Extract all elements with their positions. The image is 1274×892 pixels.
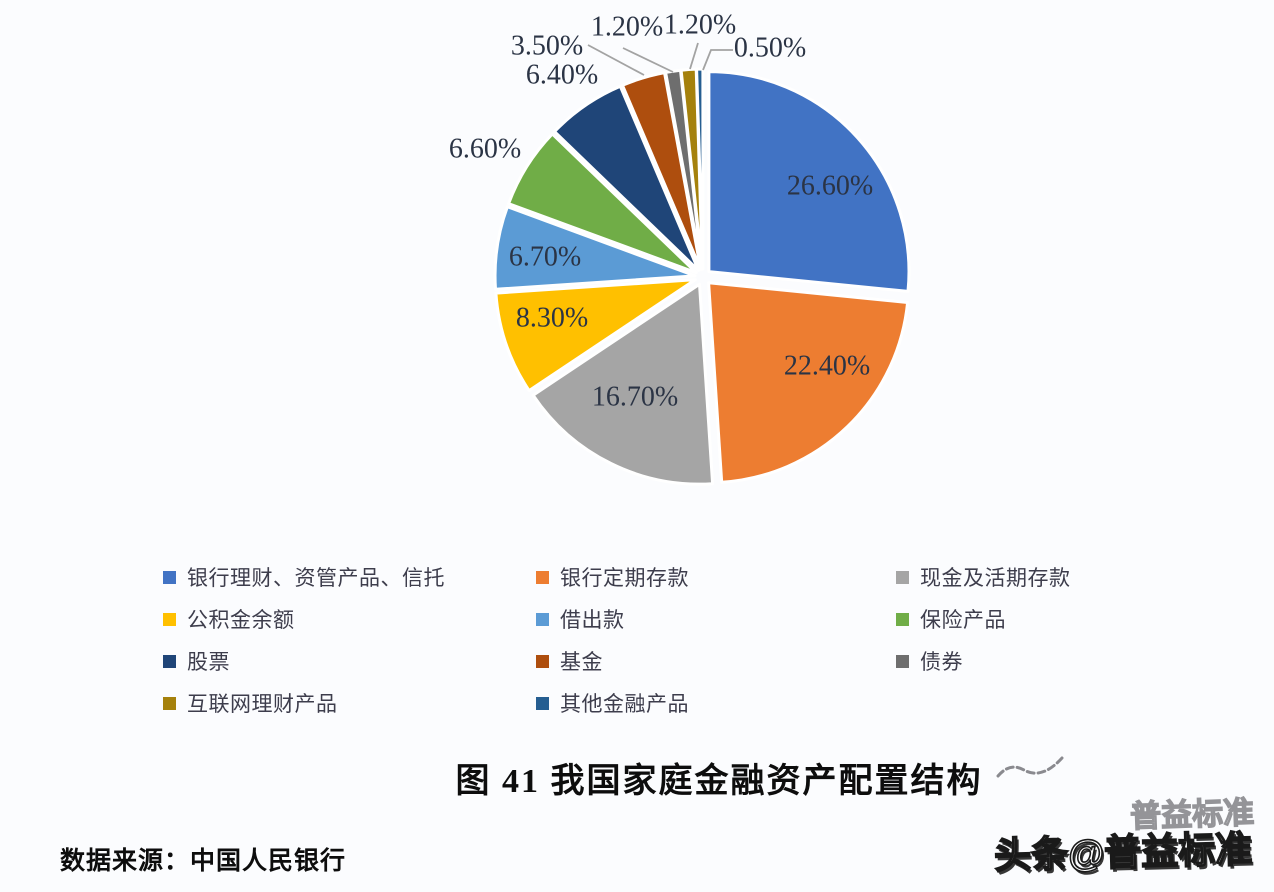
- legend-label: 其他金融产品: [560, 693, 689, 716]
- legend-label: 债券: [920, 651, 963, 674]
- pie-slice-1: [707, 281, 910, 484]
- figure-title: 图 41 我国家庭金融资产配置结构: [455, 763, 983, 800]
- legend-label: 银行理财、资管产品、信托: [187, 567, 445, 590]
- pie-slice-5: [507, 132, 698, 275]
- leader-line-9: [689, 42, 699, 70]
- percent-label-10: 0.50%: [734, 32, 806, 63]
- legend-label: 银行定期存款: [560, 567, 689, 590]
- legend-swatch-icon: [896, 655, 909, 668]
- legend-item-5: 保险产品: [896, 598, 1213, 640]
- legend-swatch-icon: [163, 613, 176, 626]
- legend-label: 互联网理财产品: [187, 693, 338, 716]
- pie-chart: 26.60% 22.40% 16.70% 8.30% 6.70% 6.60% 6.40%3.…: [449, 9, 911, 486]
- legend-swatch-icon: [536, 697, 549, 710]
- pie-slice-0: [707, 70, 911, 293]
- legend-swatch-icon: [163, 655, 176, 668]
- leader-line-10: [702, 49, 733, 71]
- legend-swatch-icon: [536, 571, 549, 584]
- leader-line-8: [622, 47, 674, 73]
- percent-label-9: 1.20%: [664, 9, 736, 40]
- legend-swatch-icon: [163, 697, 176, 710]
- percent-label-2: 16.70%: [592, 381, 678, 412]
- legend-label: 基金: [560, 651, 603, 674]
- pie-slice-2: [531, 282, 715, 486]
- watermark-main-text: 头条@普益标准: [993, 828, 1254, 877]
- legend-item-7: 基金: [536, 640, 896, 682]
- percent-label-6: 6.40%: [526, 59, 598, 90]
- legend-label: 股票: [187, 651, 230, 674]
- percent-label-0: 26.60%: [787, 170, 873, 201]
- percent-label-4: 6.70%: [509, 241, 581, 272]
- pie-slice-4: [493, 205, 697, 291]
- legend-item-3: 公积金余额: [163, 598, 536, 640]
- legend-label: 公积金余额: [187, 609, 295, 632]
- chart-legend: 银行理财、资管产品、信托 银行定期存款 现金及活期存款公积金余额 借出款 保险产品股票 基…: [163, 556, 1213, 724]
- legend-item-8: 债券: [896, 640, 1213, 682]
- legend-label: 保险产品: [920, 609, 1006, 632]
- legend-item-10: 其他金融产品: [536, 682, 896, 724]
- percent-label-8: 1.20%: [591, 11, 663, 42]
- legend-item-1: 银行定期存款: [536, 556, 896, 598]
- legend-item-0: 银行理财、资管产品、信托: [163, 556, 536, 598]
- legend-swatch-icon: [896, 613, 909, 626]
- legend-item-4: 借出款: [536, 598, 896, 640]
- legend-swatch-icon: [163, 571, 176, 584]
- legend-item-6: 股票: [163, 640, 536, 682]
- legend-swatch-icon: [536, 613, 549, 626]
- pie-slice-6: [553, 84, 700, 272]
- legend-item-9: 互联网理财产品: [163, 682, 536, 724]
- legend-item-2: 现金及活期存款: [896, 556, 1213, 598]
- legend-swatch-icon: [896, 571, 909, 584]
- pie-slice-3: [494, 278, 697, 393]
- percent-label-1: 22.40%: [784, 350, 870, 381]
- legend-label: 借出款: [560, 609, 625, 632]
- percent-label-5: 6.60%: [449, 133, 521, 164]
- percent-label-7: 3.50%: [511, 30, 583, 61]
- legend-swatch-icon: [536, 655, 549, 668]
- leader-line-7: [587, 44, 645, 76]
- percent-label-3: 8.30%: [516, 302, 588, 333]
- legend-label: 现金及活期存款: [920, 567, 1071, 590]
- data-source-note: 数据来源：中国人民银行: [60, 848, 347, 875]
